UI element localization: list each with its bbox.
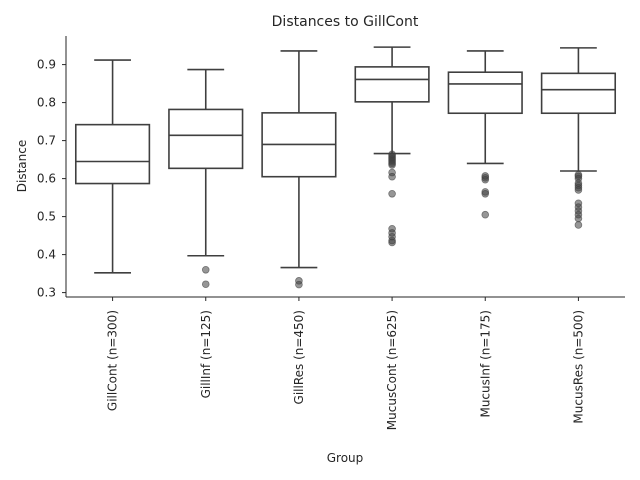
y-tick-label: 0.4 bbox=[37, 248, 56, 262]
x-tick-label: GillInf (n=125) bbox=[199, 310, 213, 398]
x-tick-label: GillCont (n=300) bbox=[106, 310, 120, 411]
outlier-point bbox=[388, 161, 396, 169]
outlier-point bbox=[201, 280, 210, 289]
box-6 bbox=[540, 47, 617, 229]
y-ticks: 0.3 0.4 0.5 0.6 0.7 0.8 0.9 bbox=[37, 58, 66, 300]
box-2 bbox=[168, 68, 244, 289]
outlier-point bbox=[574, 221, 583, 229]
y-tick-label: 0.6 bbox=[37, 172, 56, 186]
box-iqr bbox=[74, 123, 151, 185]
outlier-point bbox=[388, 172, 396, 181]
outlier-point bbox=[295, 280, 303, 289]
x-ticks: GillCont (n=300) GillInf (n=125) GillRes (… bbox=[106, 297, 585, 430]
chart-title: Distances to GillCont bbox=[272, 14, 419, 30]
box-1 bbox=[74, 59, 151, 274]
box-iqr bbox=[447, 71, 523, 115]
box-iqr bbox=[168, 108, 244, 170]
y-tick-label: 0.5 bbox=[37, 210, 56, 224]
y-tick-label: 0.7 bbox=[37, 134, 56, 148]
outlier-point bbox=[388, 190, 396, 198]
outlier-point bbox=[574, 214, 583, 223]
outlier-point bbox=[481, 210, 490, 219]
x-tick-label: MucusInf (n=175) bbox=[478, 310, 492, 418]
box-4 bbox=[354, 46, 430, 247]
outlier-point bbox=[481, 190, 490, 198]
y-tick-label: 0.3 bbox=[37, 286, 56, 300]
x-tick-label: MucusRes (n=500) bbox=[571, 310, 585, 424]
x-tick-label: MucusCont (n=625) bbox=[385, 310, 399, 430]
x-axis-label: Group bbox=[327, 451, 364, 465]
y-axis-label: Distance bbox=[15, 140, 29, 192]
outlier-point bbox=[201, 265, 210, 274]
box-iqr bbox=[354, 66, 430, 103]
box-3 bbox=[261, 50, 337, 289]
outlier-point bbox=[574, 186, 583, 194]
boxes-group bbox=[74, 46, 617, 289]
outlier-point bbox=[388, 238, 396, 247]
x-tick-label: GillRes (n=450) bbox=[292, 310, 306, 404]
outlier-point bbox=[481, 175, 490, 184]
box-5 bbox=[447, 50, 523, 219]
y-tick-label: 0.8 bbox=[37, 96, 56, 110]
y-tick-label: 0.9 bbox=[37, 58, 56, 72]
box-iqr bbox=[540, 72, 617, 115]
